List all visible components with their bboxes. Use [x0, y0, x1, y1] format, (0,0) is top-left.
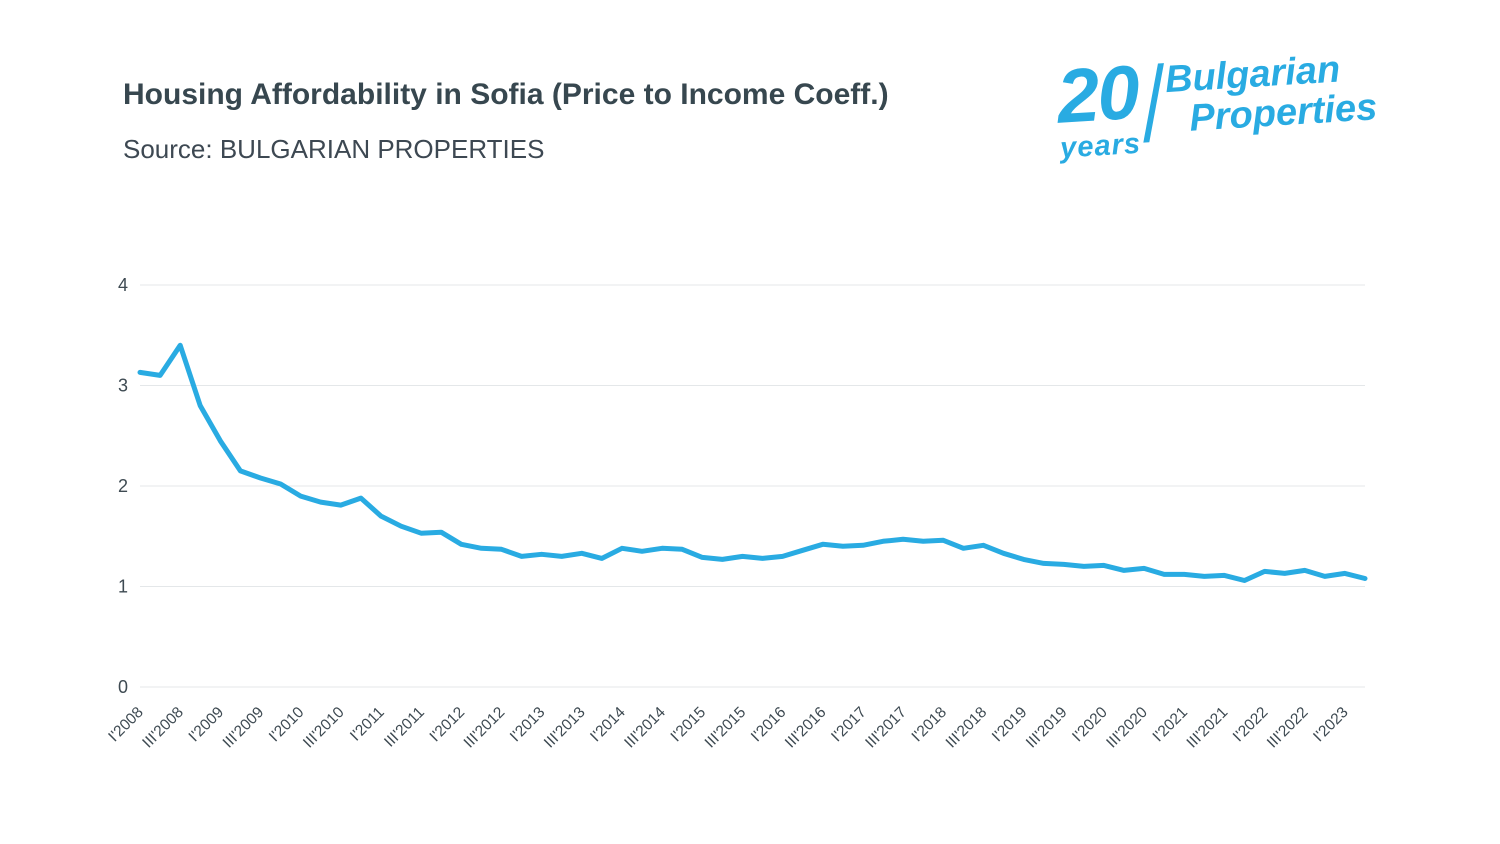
x-axis-label: III'2013 [541, 704, 589, 752]
y-axis-label: 2 [118, 476, 128, 496]
x-axis-label: III'2009 [220, 704, 268, 752]
x-axis-label: III'2011 [381, 704, 428, 751]
logo-divider [1143, 63, 1164, 143]
y-axis-label: 1 [118, 577, 128, 597]
x-axis-label: III'2016 [782, 704, 830, 752]
x-axis-label: III'2014 [621, 704, 669, 752]
x-axis-label: I'2023 [1310, 704, 1352, 746]
chart-header: Housing Affordability in Sofia (Price to… [123, 78, 889, 165]
source-caption: Source: BULGARIAN PROPERTIES [123, 134, 545, 164]
chart-area: 0 1 2 3 4 I'2008 III'2008 I'2009 III'2009 I'2010 I… [0, 240, 1500, 820]
y-axis-label: 0 [118, 677, 128, 697]
logo-number: 20 [1054, 49, 1141, 140]
x-axis-label: III'2022 [1264, 704, 1312, 752]
x-axis-label: III'2019 [1023, 704, 1071, 752]
x-axis-label: III'2017 [862, 704, 910, 752]
logo-years-text: years [1059, 127, 1142, 165]
bulgarian-properties-logo: 20 years Bulgarian Properties [1055, 48, 1379, 165]
x-axis-label: III'2015 [702, 704, 750, 752]
logo-20-years: 20 years [1054, 49, 1142, 166]
x-axis-label: III'2018 [943, 704, 991, 752]
logo-brand-line2: Properties [1188, 86, 1379, 140]
y-axis-label: 4 [118, 275, 128, 295]
x-axis-label: III'2021 [1184, 704, 1232, 752]
x-axis-label: III'2008 [139, 704, 187, 752]
page-title: Housing Affordability in Sofia (Price to… [123, 78, 889, 111]
logo-brand-name: Bulgarian Properties [1164, 48, 1379, 140]
affordability-chart: 01234I'2008III'2008I'2009III'2009I'2010I… [105, 275, 1368, 752]
y-axis-label: 3 [118, 376, 128, 396]
x-axis-label: III'2020 [1103, 704, 1151, 752]
x-axis-label: III'2012 [461, 704, 509, 752]
series-line [137, 342, 1368, 583]
x-axis-label: III'2010 [300, 704, 348, 752]
